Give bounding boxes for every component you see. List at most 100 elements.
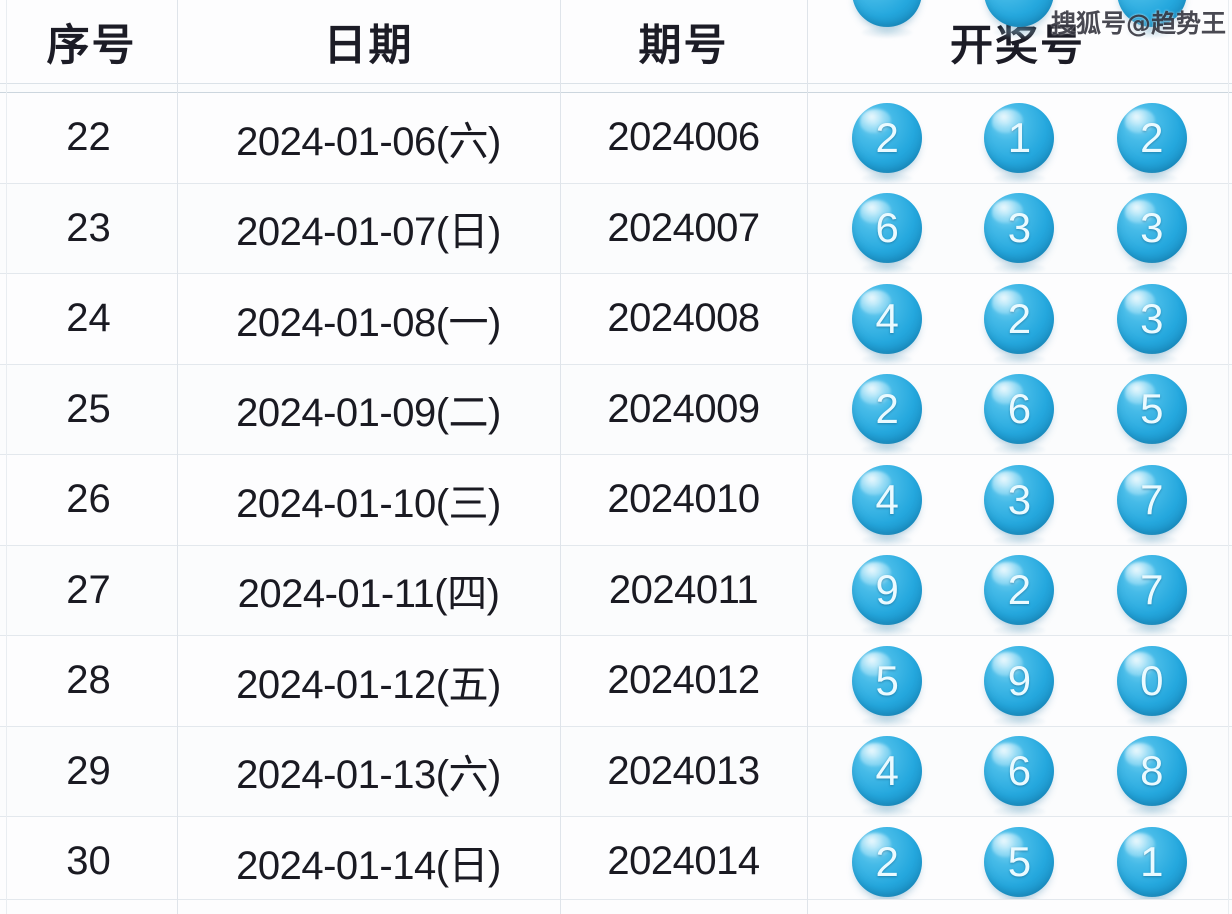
lottery-ball-number: 4 [875, 294, 899, 342]
lottery-ball: 1 [1116, 826, 1187, 897]
lottery-ball: 1 [984, 102, 1055, 173]
lottery-ball-number: 5 [1007, 837, 1032, 885]
lottery-ball-number: 0 [1140, 656, 1164, 704]
lottery-ball-number: 3 [1007, 204, 1032, 252]
cell-date: 2024-01-10(三) [236, 481, 501, 526]
cell-issue: 2024012 [607, 658, 760, 703]
lottery-ball: 6 [852, 193, 923, 264]
grid-line-right [1228, 0, 1229, 914]
lottery-ball-number: 1 [1140, 837, 1164, 885]
cell-date: 2024-01-11(四) [237, 572, 500, 617]
lottery-ball: 9 [852, 555, 923, 626]
lottery-ball-number: 3 [1007, 475, 1032, 523]
grid-line-left [6, 0, 7, 914]
cell-index: 27 [66, 567, 111, 612]
cell-index: 25 [66, 386, 111, 431]
cell-index: 30 [66, 839, 111, 884]
lottery-ball-number: 9 [1007, 656, 1032, 704]
table-header-row: 序号 日期 期号 开奖号 [0, 0, 1232, 83]
cell-draw-numbers: 4 2 3 [807, 274, 1232, 364]
lottery-ball-number: 5 [875, 656, 899, 704]
lottery-ball-number: 2 [875, 837, 899, 885]
cell-draw-numbers: 2 5 1 [807, 817, 1232, 907]
cell-date: 2024-01-14(日) [236, 843, 501, 888]
cell-index: 29 [66, 748, 111, 793]
lottery-ball: 3 [1116, 283, 1187, 354]
lottery-ball-number: 2 [875, 113, 899, 161]
lottery-ball: 2 [852, 374, 923, 445]
table-row: 27 2024-01-11(四) 2024011 9 2 7 [0, 545, 1232, 636]
grid-line-col-2 [560, 0, 561, 914]
cell-issue: 2024013 [607, 748, 760, 793]
header-separator-top [0, 83, 1232, 84]
lottery-ball: 4 [852, 464, 923, 535]
lottery-ball-number: 4 [875, 475, 899, 523]
lottery-ball-number: 4 [875, 747, 899, 795]
lottery-ball: 3 [984, 464, 1055, 535]
lottery-ball: 3 [1116, 193, 1187, 264]
lottery-ball: 2 [984, 283, 1055, 354]
cell-issue: 2024009 [607, 386, 760, 431]
lottery-ball-number: 2 [875, 385, 899, 433]
lottery-ball: 4 [852, 283, 923, 354]
lottery-ball-number: 6 [1007, 747, 1032, 795]
cell-draw-numbers: 6 3 3 [807, 184, 1232, 274]
table-row: 26 2024-01-10(三) 2024010 4 3 7 [0, 455, 1232, 546]
lottery-ball-number: 6 [1007, 385, 1032, 433]
cell-draw-numbers: 4 6 8 [807, 727, 1232, 817]
lottery-ball-number: 7 [1140, 475, 1164, 523]
cell-index: 28 [66, 658, 111, 703]
table-row: 25 2024-01-09(二) 2024009 2 6 5 [0, 364, 1232, 455]
lottery-ball: 5 [852, 645, 923, 716]
table-row: 22 2024-01-06(六) 2024006 2 1 2 [0, 93, 1232, 184]
lottery-ball: 2 [984, 555, 1055, 626]
lottery-ball-number: 2 [1007, 294, 1032, 342]
cell-date: 2024-01-12(五) [236, 662, 501, 707]
lottery-ball-number: 3 [1140, 204, 1164, 252]
column-header-draw: 开奖号 [950, 21, 1085, 70]
cell-issue: 2024010 [607, 477, 760, 522]
lottery-ball-number: 9 [875, 566, 899, 614]
lottery-ball-number: 1 [1007, 113, 1032, 161]
lottery-ball: 3 [984, 193, 1055, 264]
column-header-issue: 期号 [638, 21, 729, 70]
cell-draw-numbers: 2 1 2 [807, 93, 1232, 183]
table-row: 28 2024-01-12(五) 2024012 5 9 0 [0, 636, 1232, 727]
lottery-ball: 2 [1116, 102, 1187, 173]
lottery-ball: 9 [984, 645, 1055, 716]
cell-index: 26 [66, 477, 111, 522]
table-body: 22 2024-01-06(六) 2024006 2 1 2 23 2024-01-07(日)… [0, 93, 1232, 908]
table-row: 29 2024-01-13(六) 2024013 4 6 8 [0, 726, 1232, 817]
lottery-ball: 7 [1116, 555, 1187, 626]
cell-issue: 2024007 [607, 205, 760, 250]
cell-issue: 2024006 [607, 115, 760, 160]
lottery-ball: 4 [852, 736, 923, 807]
cell-index: 22 [66, 115, 111, 160]
cell-date: 2024-01-09(二) [236, 391, 501, 436]
lottery-ball-number: 2 [1140, 113, 1164, 161]
lottery-ball-number: 2 [1007, 566, 1032, 614]
lottery-ball: 5 [984, 826, 1055, 897]
lottery-ball: 0 [1116, 645, 1187, 716]
grid-line-col-3 [807, 0, 808, 914]
cell-index: 23 [66, 205, 111, 250]
column-header-index: 序号 [46, 21, 137, 70]
cell-draw-numbers: 5 9 0 [807, 636, 1232, 726]
cell-date: 2024-01-07(日) [236, 210, 501, 255]
table-row: 30 2024-01-14(日) 2024014 2 5 1 [0, 817, 1232, 908]
header-separator-band [0, 84, 1232, 92]
cell-draw-numbers: 4 3 7 [807, 455, 1232, 545]
lottery-ball: 2 [852, 102, 923, 173]
column-header-date: 日期 [323, 21, 414, 70]
lottery-ball: 5 [1116, 374, 1187, 445]
header-separator-bottom [0, 92, 1232, 93]
lottery-ball-number: 6 [875, 204, 899, 252]
lottery-ball-number: 3 [1140, 294, 1164, 342]
lottery-ball: 6 [984, 736, 1055, 807]
cell-date: 2024-01-08(一) [236, 300, 501, 345]
cell-issue: 2024008 [607, 296, 760, 341]
clipped-bottom-row [0, 899, 1232, 914]
cell-issue: 2024014 [607, 839, 760, 884]
lottery-ball: 7 [1116, 464, 1187, 535]
